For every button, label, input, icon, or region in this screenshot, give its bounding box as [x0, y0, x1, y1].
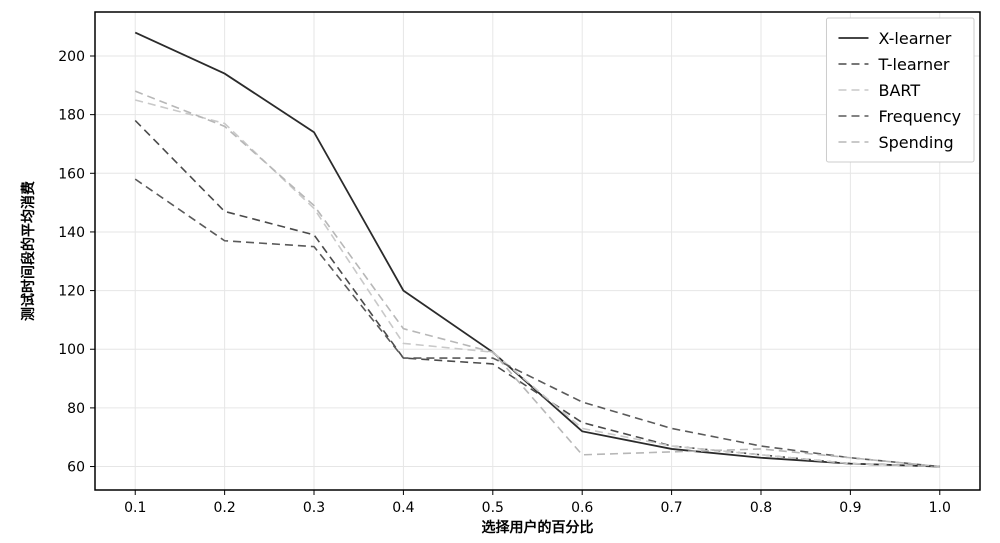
x-tick-label: 0.6 — [571, 500, 593, 516]
series-bart — [135, 100, 940, 467]
line-chart: 0.1 0.2 0.3 0.4 0.5 0.6 0.7 0.8 0.9 1.0 60 80 100 120… — [0, 0, 1000, 543]
legend-label: T-learner — [877, 55, 949, 74]
legend-label: Spending — [878, 133, 953, 152]
y-tick-label: 180 — [58, 108, 85, 124]
series-t-learner — [135, 121, 940, 467]
x-tick-label: 1.0 — [929, 500, 951, 516]
y-tick-label: 140 — [58, 225, 85, 241]
y-tick-label: 200 — [58, 49, 85, 65]
x-tick-label: 0.4 — [392, 500, 414, 516]
y-tick-label: 120 — [58, 284, 85, 300]
chart-svg: 0.1 0.2 0.3 0.4 0.5 0.6 0.7 0.8 0.9 1.0 60 80 100 120… — [0, 0, 1000, 543]
y-tick-label: 100 — [58, 342, 85, 358]
y-tick-label: 160 — [58, 166, 85, 182]
y-tick-label: 80 — [67, 401, 85, 417]
legend-label: Frequency — [878, 107, 961, 126]
legend-label: X-learner — [878, 29, 951, 48]
x-tick-label: 0.8 — [750, 500, 772, 516]
series-spending — [135, 91, 940, 466]
x-tick-label: 0.1 — [124, 500, 146, 516]
x-tick-label: 0.2 — [213, 500, 235, 516]
x-axis-label: 选择用户的百分比 — [482, 519, 594, 536]
x-tick-label: 0.3 — [303, 500, 325, 516]
x-tick-label: 0.5 — [482, 500, 504, 516]
x-tick-label: 0.7 — [660, 500, 682, 516]
legend-label: BART — [878, 81, 920, 100]
series-frequency — [135, 179, 940, 466]
y-axis-label: 测试时间段的平均消费 — [20, 181, 37, 321]
series-x-learner — [135, 33, 940, 467]
x-tick-label: 0.9 — [839, 500, 861, 516]
y-tick-label: 60 — [67, 460, 85, 476]
